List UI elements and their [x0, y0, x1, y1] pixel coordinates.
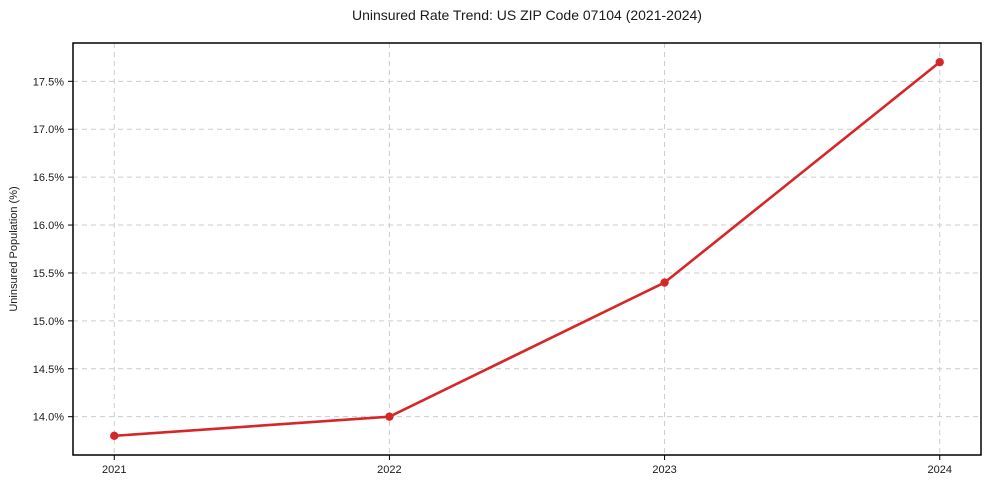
x-tick-label: 2022: [377, 464, 401, 476]
y-tick-label: 16.0%: [33, 220, 64, 232]
chart-title: Uninsured Rate Trend: US ZIP Code 07104 …: [352, 7, 702, 23]
x-tick-label: 2023: [652, 464, 676, 476]
trend-line: [112, 60, 942, 438]
plot-border: [72, 42, 982, 456]
x-tick-label: 2021: [102, 464, 126, 476]
data-point-marker: [660, 278, 669, 287]
y-tick-label: 17.0%: [33, 124, 64, 136]
data-point-marker: [110, 431, 119, 441]
y-tick-label: 15.0%: [33, 316, 64, 328]
y-tick-label: 15.5%: [33, 268, 64, 280]
y-tick-label: 16.5%: [33, 172, 64, 184]
data-point-marker: [935, 57, 944, 67]
y-tick-label: 14.0%: [33, 412, 64, 424]
y-tick-label: 17.5%: [33, 76, 64, 88]
data-point-marker: [385, 412, 394, 421]
y-tick-label: 14.5%: [33, 364, 64, 376]
x-tick-label: 2024: [927, 464, 951, 476]
